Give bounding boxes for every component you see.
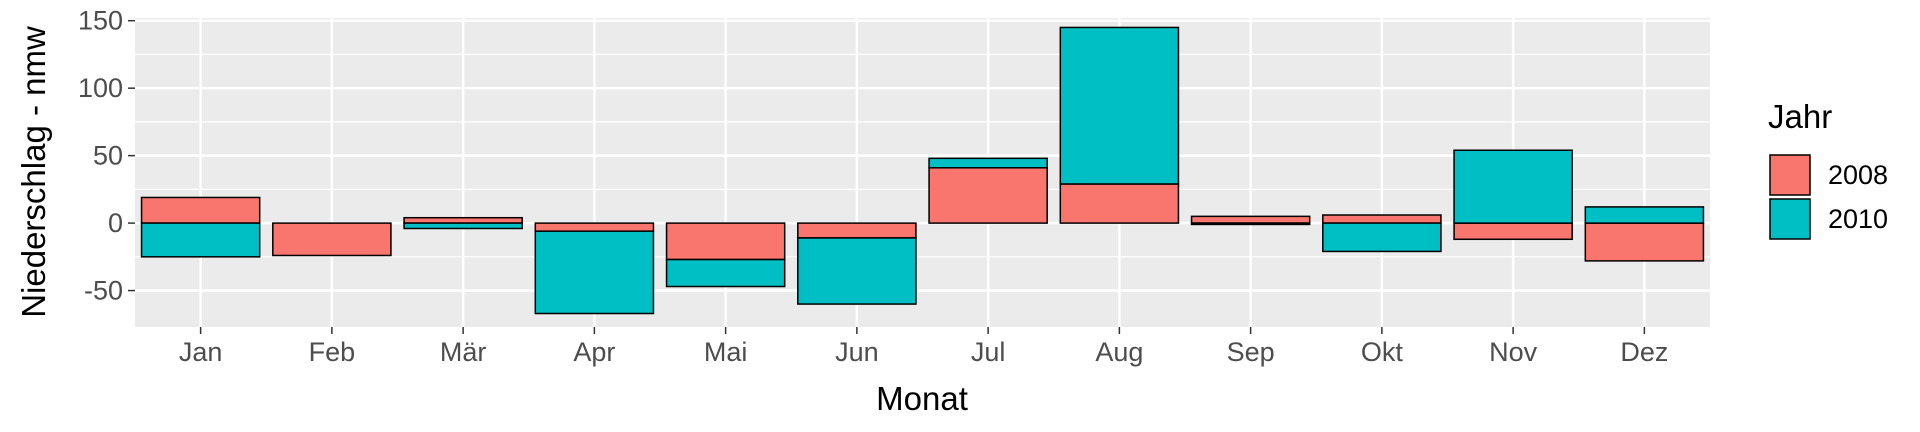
grid-major (135, 18, 1710, 327)
legend-title: Jahr (1768, 98, 1832, 135)
bar-2008-Okt (1322, 214, 1442, 224)
bar-2008-Feb (272, 222, 392, 257)
legend: Jahr 2008 2010 (1768, 98, 1888, 240)
bar-2010-Jun (797, 237, 917, 305)
x-tick-label: Jan (179, 337, 223, 367)
bar-2010-Mär (403, 222, 523, 230)
y-tick-label: 0 (108, 208, 123, 238)
y-tick-label: -50 (84, 276, 123, 306)
x-axis: Jan Feb Mär Apr Mai Jun Jul Aug Sep Okt Nov Dez (179, 327, 1668, 367)
bar-2008-Apr (534, 222, 655, 232)
plot-panel (135, 18, 1710, 327)
bar-2010-Jul (928, 157, 1048, 169)
x-tick-label: Okt (1361, 337, 1404, 367)
bar-2010-Nov (1453, 149, 1573, 224)
bars (140, 26, 1705, 315)
x-tick-label: Apr (573, 337, 615, 367)
bar-2008-Jul (928, 167, 1048, 224)
legend-label-2008: 2008 (1828, 160, 1888, 190)
x-axis-title: Monat (876, 380, 968, 417)
y-axis-title: Niederschlag - nmw (15, 26, 52, 318)
x-tick-label: Jun (835, 337, 879, 367)
bar-2010-Mai (665, 258, 786, 288)
x-tick-label: Aug (1095, 337, 1143, 367)
bar-2008-Sep (1190, 215, 1311, 224)
bar-2010-Sep (1190, 222, 1311, 226)
x-tick-label: Sep (1227, 337, 1275, 367)
bar-2010-Apr (534, 230, 655, 315)
bar-2008-Mai (665, 222, 786, 261)
x-tick-label: Feb (309, 337, 356, 367)
bar-2008-Jun (797, 222, 917, 239)
grid-minor (135, 53, 1710, 258)
bar-2008-Mär (403, 216, 523, 224)
y-tick-label: 150 (78, 6, 123, 36)
bar-2008-Dez (1584, 222, 1705, 262)
x-tick-label: Nov (1489, 337, 1538, 367)
x-tick-label: Mär (440, 337, 487, 367)
bar-2008-Aug (1059, 183, 1180, 224)
bar-2008-Nov (1453, 222, 1573, 241)
bar-2010-Okt (1322, 222, 1442, 253)
y-tick-label: 50 (93, 141, 123, 171)
bar-2010-Jan (140, 222, 261, 258)
bar-2010-Aug (1059, 26, 1180, 185)
legend-key-2010 (1769, 198, 1811, 240)
bar-2008-Jan (140, 196, 261, 224)
y-tick-label: 100 (78, 73, 123, 103)
legend-key-2008 (1769, 154, 1811, 196)
legend-label-2010: 2010 (1828, 204, 1888, 234)
bar-2010-Dez (1584, 206, 1705, 224)
x-tick-label: Dez (1620, 337, 1668, 367)
x-tick-label: Mai (704, 337, 748, 367)
x-tick-label: Jul (971, 337, 1006, 367)
y-axis: -50 0 50 100 150 (78, 6, 135, 306)
